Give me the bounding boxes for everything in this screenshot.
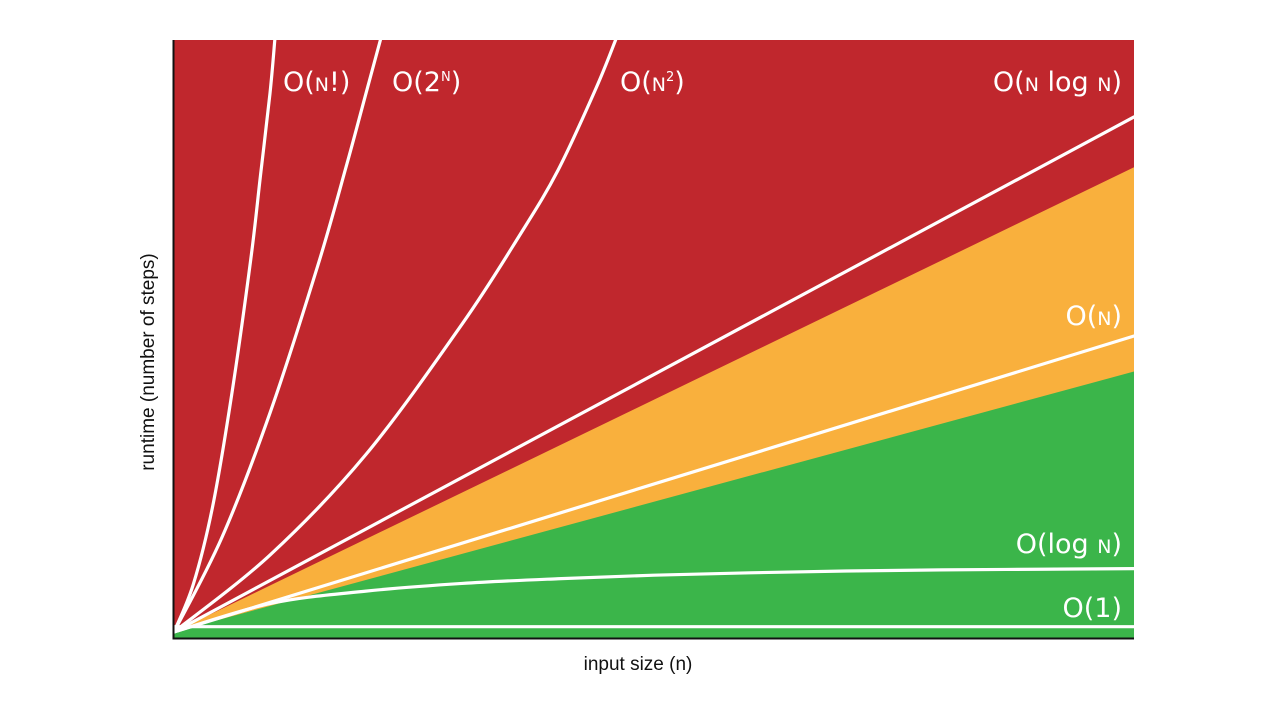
curve-linear — [172, 334, 1136, 634]
curve-quadratic — [172, 38, 618, 634]
label-quadratic-lead: O( — [620, 67, 652, 98]
y-axis-title: runtime (number of steps) — [138, 253, 159, 471]
label-exponential-lead: O(2 — [392, 67, 441, 98]
label-factorial-cap: N — [315, 74, 329, 96]
complexity-regions — [174, 40, 1134, 638]
label-factorial-tail: !) — [329, 67, 350, 98]
label-constant-lead: O(1) — [1063, 593, 1123, 624]
label-exponential-sup: N — [441, 70, 451, 85]
label-linear: O(N) — [1065, 301, 1122, 332]
label-quadratic-sup: 2 — [666, 70, 674, 85]
label-logarithmic-lead: O(log — [1016, 529, 1098, 560]
x-axis-title: input size (n) — [584, 654, 693, 675]
axes — [172, 40, 1134, 640]
label-logarithmic: O(log N) — [1016, 529, 1122, 560]
label-exponential-tail: ) — [451, 67, 462, 98]
curve-exponential — [172, 38, 382, 634]
label-quadratic-cap: N — [652, 74, 666, 96]
label-linear-tail: ) — [1111, 301, 1122, 332]
curve-factorial — [172, 38, 277, 634]
label-exponential: O(2N) — [392, 67, 461, 98]
label-linearithmic-mid: log — [1039, 67, 1097, 98]
label-logarithmic-tail: ) — [1111, 529, 1122, 560]
label-linearithmic-cap: N — [1025, 74, 1039, 96]
label-quadratic: O(N2) — [620, 67, 685, 98]
label-linearithmic-tail: ) — [1111, 67, 1122, 98]
label-linearithmic-lead: O( — [993, 67, 1025, 98]
label-factorial-lead: O( — [283, 67, 315, 98]
label-linearithmic-small: N — [1097, 74, 1111, 96]
label-linear-cap: N — [1097, 308, 1111, 330]
curve-logarithmic — [172, 567, 1136, 634]
label-factorial: O(N!) — [283, 67, 350, 98]
curve-labels: O(N!) O(2N) O(N2) O(N log N)O(N)O(log N)O(1… — [283, 67, 1122, 624]
label-linear-lead: O( — [1065, 301, 1097, 332]
label-quadratic-tail: ) — [674, 67, 685, 98]
curve-linearithmic — [172, 115, 1136, 634]
label-linearithmic: O(N log N) — [993, 67, 1122, 98]
label-logarithmic-small: N — [1097, 536, 1111, 558]
complexity-curves — [172, 38, 1136, 634]
label-constant: O(1) — [1063, 593, 1123, 624]
